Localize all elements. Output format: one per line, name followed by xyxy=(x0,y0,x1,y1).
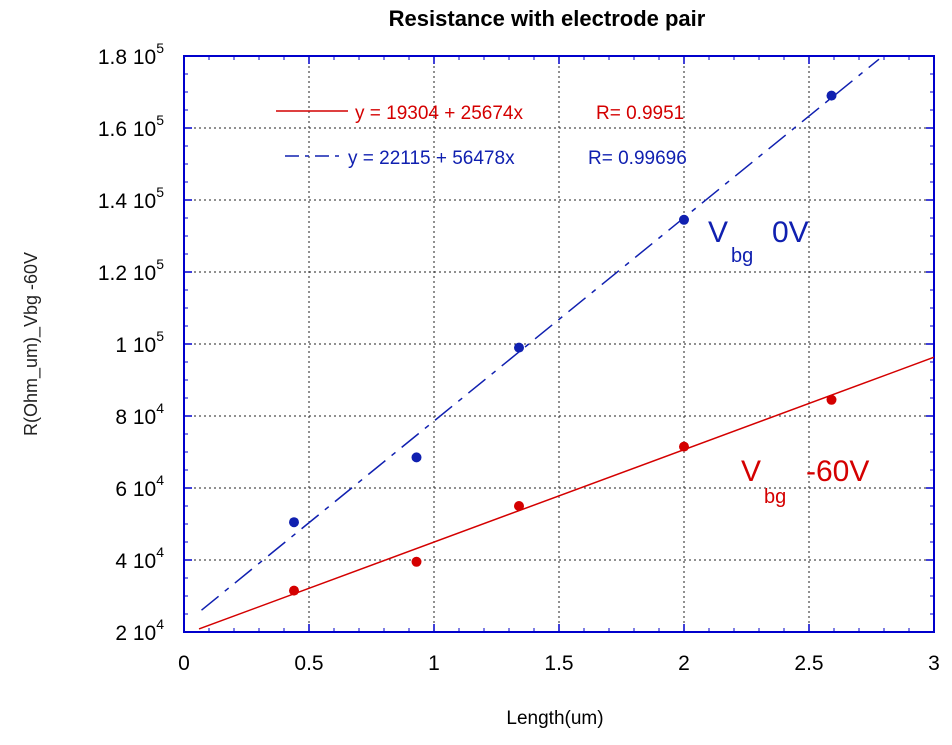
y-tick-label: 1 105 xyxy=(115,328,164,357)
data-point-1 xyxy=(289,517,299,528)
legend-r-red: R= 0.9951 xyxy=(596,103,684,124)
y-tick-label: 1.8 105 xyxy=(98,40,164,69)
x-tick-label: 2 xyxy=(678,652,690,675)
data-point-1 xyxy=(514,342,524,353)
label-blue-main: V xyxy=(708,216,728,249)
data-point-1 xyxy=(826,90,837,101)
fit-lines xyxy=(198,58,935,630)
x-tick-labels: 0 0.5 1 1.5 2 2.5 3 xyxy=(178,652,940,675)
legend-r-blue: R= 0.99696 xyxy=(588,148,687,169)
label-red-main: V xyxy=(741,455,761,488)
data-point-0 xyxy=(679,441,689,452)
x-axis-label: Length(um) xyxy=(506,708,603,729)
x-tick-label: 2.5 xyxy=(794,652,823,675)
y-tick-label: 1.4 105 xyxy=(98,184,164,213)
label-red-sub: bg xyxy=(764,486,786,508)
y-tick-label: 2 104 xyxy=(115,616,164,645)
data-point-1 xyxy=(411,452,422,463)
label-blue-sub: bg xyxy=(731,245,753,267)
x-tick-label: 0.5 xyxy=(294,652,323,675)
legend-eq-red: y = 19304 + 25674x xyxy=(355,103,523,124)
fit-line-0 xyxy=(198,356,935,630)
x-tick-label: 3 xyxy=(928,652,940,675)
series-label-red: V bg -60V xyxy=(741,455,869,508)
y-tick-label: 1.6 105 xyxy=(98,112,164,141)
data-point-1 xyxy=(679,214,689,225)
x-tick-label: 1.5 xyxy=(544,652,573,675)
x-tick-label: 1 xyxy=(428,652,440,675)
label-blue-tail: 0V xyxy=(772,216,809,249)
y-tick-label: 1.2 105 xyxy=(98,256,164,285)
data-point-0 xyxy=(514,501,524,511)
x-tick-label: 0 xyxy=(178,652,190,675)
y-tick-label: 4 104 xyxy=(115,544,164,573)
data-point-0 xyxy=(289,585,299,596)
series-label-blue: V bg 0V xyxy=(708,216,809,267)
legend: y = 19304 + 25674x R= 0.9951 y = 22115 +… xyxy=(276,103,687,169)
legend-eq-blue: y = 22115 + 56478x xyxy=(348,148,515,169)
tick-marks xyxy=(183,55,935,633)
chart-title: Resistance with electrode pair xyxy=(389,6,706,31)
fit-line-1 xyxy=(201,58,880,611)
label-red-tail: -60V xyxy=(806,455,869,488)
data-point-0 xyxy=(826,394,837,405)
grid xyxy=(184,56,934,632)
y-axis-label: R(Ohm_um)_Vbg -60V xyxy=(21,252,42,436)
data-point-0 xyxy=(411,556,422,567)
y-tick-label: 8 104 xyxy=(115,400,164,429)
y-tick-label: 6 104 xyxy=(115,472,164,501)
data-points xyxy=(289,90,837,596)
y-tick-labels: 2 104 4 104 6 104 8 104 1 105 1.2 105 1.4 105 1… xyxy=(98,40,164,645)
